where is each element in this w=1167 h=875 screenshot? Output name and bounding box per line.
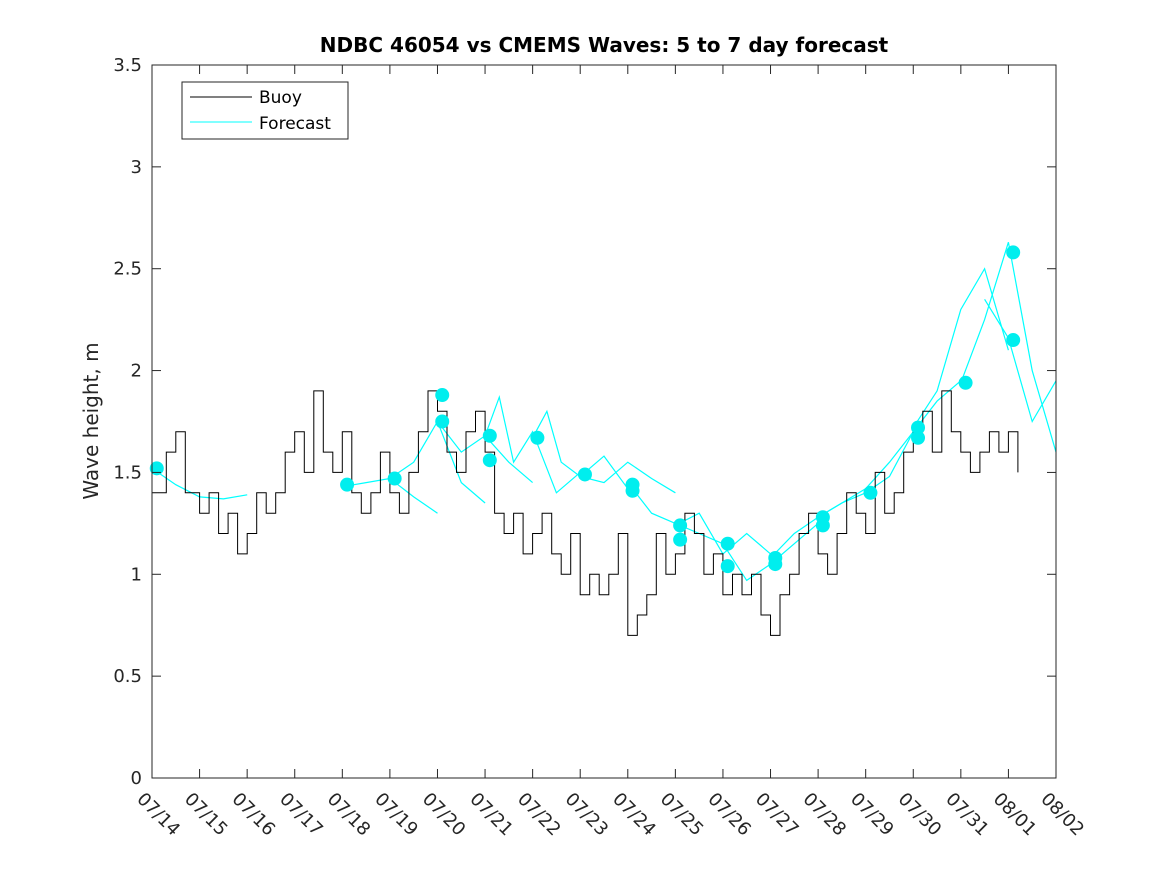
legend: Buoy Forecast <box>181 81 349 140</box>
y-tick-label: 3.5 <box>113 55 142 76</box>
y-tick-label: 2 <box>131 361 142 382</box>
forecast-marker <box>482 453 497 468</box>
forecast-marker <box>577 467 592 482</box>
forecast-marker <box>530 430 545 445</box>
y-tick-label: 3 <box>131 157 142 178</box>
forecast-marker <box>815 518 830 533</box>
forecast-marker <box>625 483 640 498</box>
forecast-line <box>532 409 629 490</box>
forecast-marker <box>340 477 355 492</box>
y-tick-label: 2.5 <box>113 259 142 280</box>
axes-box <box>151 64 1057 779</box>
forecast-marker <box>1006 333 1021 348</box>
forecast-marker <box>673 518 688 533</box>
buoy-line <box>152 390 1019 636</box>
forecast-marker <box>958 375 973 390</box>
forecast-marker <box>435 388 450 403</box>
forecast-marker <box>720 536 735 551</box>
forecast-line <box>580 461 676 494</box>
y-axis-label: Wave height, m <box>79 342 103 499</box>
legend-box <box>181 81 349 140</box>
forecast-line <box>484 394 581 494</box>
forecast-line <box>912 267 1009 428</box>
forecast-marker <box>435 414 450 429</box>
forecast-marker <box>1006 245 1021 260</box>
marker-layer <box>149 245 1021 574</box>
chart-title: NDBC 46054 vs CMEMS Waves: 5 to 7 day fo… <box>320 33 889 57</box>
y-tick-label: 1.5 <box>113 462 142 483</box>
legend-buoy-label: Buoy <box>259 88 302 108</box>
forecast-marker <box>863 485 878 500</box>
forecast-line <box>984 298 1057 424</box>
y-tick-label: 0 <box>131 768 142 789</box>
y-tick-label: 0.5 <box>113 666 142 687</box>
y-tick-label: 1 <box>131 564 142 585</box>
forecast-marker <box>673 532 688 547</box>
forecast-marker <box>482 428 497 443</box>
forecast-marker <box>911 430 926 445</box>
forecast-marker <box>149 461 164 476</box>
forecast-marker <box>387 471 402 486</box>
forecast-marker <box>720 559 735 574</box>
y-axis: 0 0.5 1 1.5 2 2.5 3 3.5 <box>113 55 1056 789</box>
legend-forecast-label: Forecast <box>259 114 331 134</box>
plot-area <box>152 65 1056 778</box>
forecast-line <box>960 242 1057 453</box>
forecast-marker <box>768 557 783 572</box>
